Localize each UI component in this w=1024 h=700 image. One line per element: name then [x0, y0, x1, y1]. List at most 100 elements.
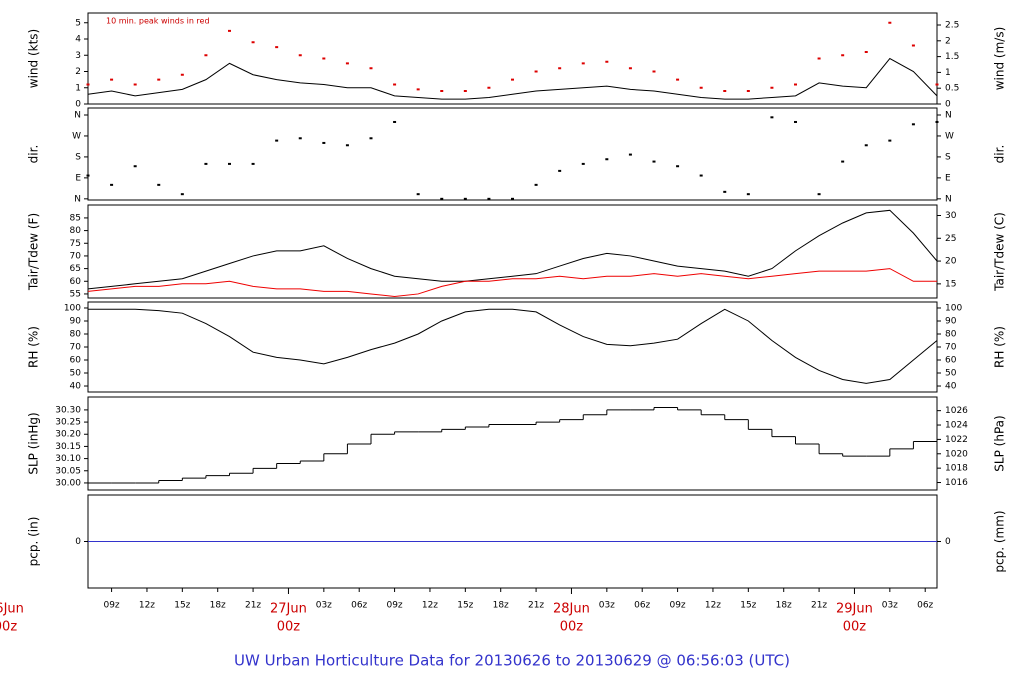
- y-tick-label: 55: [70, 289, 81, 299]
- y-tick-label: W: [72, 131, 81, 141]
- point: [935, 120, 939, 123]
- point: [86, 174, 90, 177]
- y2-tick-label: 70: [945, 343, 957, 353]
- point: [322, 141, 326, 144]
- point: [511, 197, 514, 200]
- series-line: [87, 209, 938, 290]
- x-tick-label: 03z: [316, 601, 332, 611]
- y2-tick-label: E: [945, 173, 951, 183]
- y2-tick-label: 1022: [945, 435, 968, 445]
- point: [817, 57, 821, 60]
- point: [369, 137, 373, 140]
- point: [157, 183, 161, 186]
- y-axis-label: SLP (inHg): [27, 412, 41, 474]
- point: [581, 162, 585, 165]
- point: [794, 120, 797, 123]
- point: [841, 54, 845, 57]
- x-tick-label: 18z: [493, 601, 509, 611]
- x-tick-label: 06z: [351, 601, 367, 611]
- x-tick-label: 09z: [669, 601, 685, 611]
- point: [770, 86, 774, 89]
- x-tick-label: 15z: [457, 601, 473, 611]
- x-tick-label: 12z: [705, 601, 721, 611]
- y2-tick-label: 1024: [945, 421, 968, 431]
- date-label: 29Jun: [836, 602, 873, 617]
- point: [699, 86, 703, 89]
- point: [440, 90, 444, 92]
- point: [605, 158, 609, 161]
- y2-tick-label: 1026: [945, 406, 968, 416]
- point: [864, 51, 868, 53]
- point: [511, 78, 514, 81]
- point: [534, 70, 538, 73]
- date-label: 26Jun: [0, 602, 24, 617]
- series-line: [88, 308, 938, 384]
- series-line: [87, 268, 937, 297]
- y2-axis-label: SLP (hPa): [993, 415, 1007, 471]
- point: [180, 73, 184, 76]
- x-tick-label: 21z: [811, 601, 827, 611]
- y-tick-label: 30.15: [55, 442, 81, 452]
- point: [298, 137, 302, 140]
- y-tick-label: 30.30: [55, 405, 81, 415]
- y2-axis-label: dir.: [993, 145, 1007, 164]
- point: [817, 193, 821, 196]
- point: [676, 78, 680, 81]
- point: [416, 193, 420, 196]
- point: [440, 197, 444, 200]
- point: [628, 67, 632, 70]
- point: [864, 144, 868, 147]
- y2-tick-label: 1020: [945, 449, 968, 459]
- x-tick-label: 12z: [139, 601, 155, 611]
- y-tick-label: 1: [75, 83, 81, 93]
- x-tick-label: 06z: [917, 601, 933, 611]
- point: [558, 67, 562, 70]
- y2-tick-label: N: [945, 110, 952, 120]
- y2-axis-label: RH (%): [993, 326, 1007, 368]
- point: [628, 153, 632, 156]
- panel-frame: [87, 12, 938, 105]
- date-label: 28Jun: [553, 602, 590, 617]
- point: [275, 46, 279, 49]
- series-line: [87, 57, 938, 100]
- date-hour: 00z: [843, 620, 867, 635]
- point: [581, 62, 585, 65]
- x-tick-label: 18z: [210, 601, 226, 611]
- point: [110, 183, 114, 186]
- panel-frame: [87, 301, 938, 393]
- point: [251, 41, 255, 44]
- y2-tick-label: 0: [945, 100, 951, 110]
- point: [322, 57, 326, 60]
- y-tick-label: N: [74, 110, 81, 120]
- y-tick-label: 4: [75, 35, 81, 45]
- point: [699, 174, 703, 177]
- point: [487, 197, 491, 200]
- x-tick-label: 09z: [103, 601, 119, 611]
- x-tick-label: 09z: [386, 601, 402, 611]
- x-tick-label: 15z: [174, 601, 190, 611]
- y-tick-label: S: [75, 152, 81, 162]
- y-tick-label: 2: [75, 67, 81, 77]
- point: [652, 70, 656, 73]
- x-tick-label: 18z: [776, 601, 792, 611]
- point: [204, 162, 208, 165]
- date-hour: 00z: [560, 620, 584, 635]
- y2-tick-label: 1016: [945, 478, 968, 488]
- date-hour: 00z: [277, 620, 301, 635]
- y-tick-label: 3: [75, 51, 81, 61]
- y-tick-label: 85: [70, 213, 81, 223]
- point: [463, 90, 467, 92]
- y2-tick-label: 80: [945, 329, 957, 339]
- y2-tick-label: S: [945, 152, 951, 162]
- y2-tick-label: 90: [945, 316, 957, 326]
- y-tick-label: 80: [70, 329, 82, 339]
- point: [133, 165, 137, 168]
- panel-frame: [87, 107, 938, 201]
- y-tick-label: 70: [70, 251, 82, 261]
- y2-tick-label: 0.5: [945, 84, 959, 94]
- y-axis-label: wind (kts): [27, 29, 41, 88]
- y2-tick-label: 60: [945, 356, 957, 366]
- y-tick-label: 100: [64, 303, 81, 313]
- y2-tick-label: 1.5: [945, 52, 959, 62]
